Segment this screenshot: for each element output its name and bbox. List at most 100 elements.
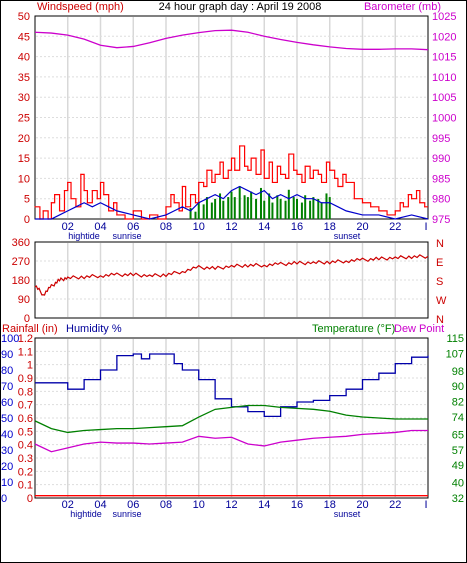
sunset-label-top: sunset — [334, 231, 361, 241]
windspeed-point — [424, 206, 426, 208]
windspeed-point — [247, 169, 249, 171]
windspeed-point — [317, 173, 319, 175]
windspeed-tick-label: 45 — [18, 31, 30, 43]
windspeed-point — [304, 165, 306, 167]
windspeed-point — [296, 173, 298, 175]
windspeed-point — [260, 149, 262, 151]
x-tick-label-top: I — [424, 221, 427, 233]
windspeed-point — [157, 218, 159, 220]
barometer-tick-label: 975 — [432, 214, 450, 226]
windspeed-point — [222, 177, 224, 179]
rainfall-tick-label: 0.7 — [18, 400, 33, 412]
barometer-tick-label: 1000 — [432, 113, 456, 125]
windspeed-point — [342, 173, 344, 175]
windspeed-tick-label: 35 — [18, 72, 30, 84]
x-tick-label-top: 02 — [62, 221, 74, 233]
windspeed-point — [185, 206, 187, 208]
windspeed-series-line — [35, 145, 428, 220]
temperature-tick-label: 32 — [452, 493, 464, 505]
windspeed-point — [124, 218, 126, 220]
humidity-tick-label: 100 — [1, 333, 19, 345]
direction-tick-label: 180 — [12, 275, 30, 287]
dewpoint-series-line — [34, 429, 428, 453]
windspeed-point — [230, 157, 233, 159]
humidity-tick-label: 30 — [1, 445, 13, 457]
windspeed-point — [96, 198, 98, 200]
x-tick-label-bottom: 06 — [127, 499, 139, 511]
rainfall-tick-label: 0.6 — [18, 413, 33, 425]
windspeed-point — [361, 202, 364, 204]
rainfall-tick-label: 0.1 — [18, 480, 33, 492]
humidity-series-line — [35, 353, 429, 418]
windspeed-point — [63, 189, 66, 192]
windspeed-point — [411, 198, 413, 200]
rainfall-tick-label: 0.9 — [18, 373, 33, 385]
x-tick-label-bottom: 16 — [291, 499, 303, 511]
temperature-axis-title: Temperature (°F) — [312, 323, 395, 335]
humidity-tick-label: 0 — [1, 493, 7, 505]
temperature-tick-label: 65 — [452, 429, 464, 441]
windspeed-point — [309, 177, 311, 179]
windspeed-point — [173, 202, 175, 204]
temperature-tick-label: 49 — [452, 460, 464, 472]
windspeed-point — [80, 173, 82, 175]
windspeed-point — [415, 189, 418, 192]
windspeed-point — [227, 169, 229, 171]
windspeed-tick-label: 5 — [24, 194, 30, 206]
barometer-tick-label: 990 — [432, 153, 450, 165]
windspeed-point — [345, 181, 347, 184]
windspeed-point — [263, 177, 265, 179]
windspeed-point — [83, 189, 85, 192]
windspeed-point — [219, 161, 221, 163]
rainfall-tick-label: 0.5 — [18, 426, 33, 438]
windspeed-point — [178, 210, 180, 212]
x-tick-label-bottom: 04 — [94, 499, 106, 511]
windspeed-point — [284, 177, 287, 179]
windspeed-point — [370, 206, 372, 208]
windspeed-tick-label: 10 — [18, 173, 30, 185]
windspeed-point — [116, 214, 118, 216]
windspeed-point — [194, 202, 197, 204]
windspeed-point — [334, 177, 336, 179]
x-tick-label-top: 20 — [356, 221, 368, 233]
x-tick-label-bottom: 08 — [160, 499, 172, 511]
compass-tick-label: E — [436, 257, 443, 269]
rainfall-tick-label: 0.4 — [18, 440, 33, 452]
barometer-axis-title: Barometer (mb) — [364, 1, 441, 13]
compass-tick-label: W — [436, 295, 447, 307]
barometer-tick-label: 980 — [432, 194, 450, 206]
barometer-tick-label: 1025 — [432, 11, 456, 23]
barometer-tick-label: 1015 — [432, 52, 456, 64]
x-tick-label-bottom: 02 — [62, 499, 74, 511]
windspeed-point — [271, 181, 274, 184]
windspeed-tick-label: 25 — [18, 113, 30, 125]
windspeed-point — [203, 185, 205, 188]
humidity-tick-label: 40 — [1, 429, 13, 441]
climate-plot-frame — [34, 337, 429, 499]
rainfall-tick-label: 0.8 — [18, 386, 33, 398]
windspeed-point — [132, 210, 134, 212]
windspeed-point — [58, 210, 61, 212]
windspeed-point — [320, 181, 323, 184]
windspeed-tick-label: 30 — [18, 92, 30, 104]
windspeed-point — [214, 173, 216, 175]
compass-tick-label: N — [436, 314, 444, 326]
rainfall-tick-label: 1 — [27, 360, 33, 372]
x-tick-label-top: 08 — [160, 221, 172, 233]
temperature-tick-label: 40 — [452, 478, 464, 490]
x-tick-label-bottom: 18 — [324, 499, 336, 511]
compass-tick-label: N — [436, 238, 444, 250]
windspeed-point — [103, 194, 105, 196]
windspeed-point — [353, 198, 355, 200]
average-wind-line — [35, 185, 429, 220]
windspeed-tick-label: 15 — [18, 153, 30, 165]
windspeed-point — [86, 202, 88, 204]
x-tick-label-bottom: 14 — [258, 499, 270, 511]
humidity-tick-label: 50 — [1, 413, 13, 425]
windspeed-point — [113, 202, 115, 204]
windspeed-point — [239, 145, 241, 147]
x-tick-label-bottom: 22 — [389, 499, 401, 511]
compass-tick-label: S — [436, 276, 443, 288]
windspeed-tick-label: 0 — [24, 214, 30, 226]
